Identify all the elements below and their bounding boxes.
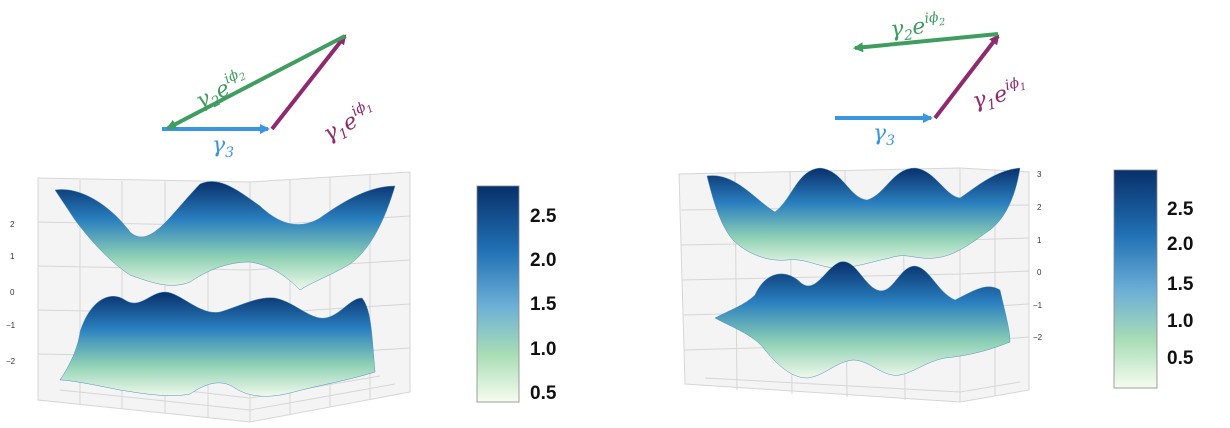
colorbar-tick: 1.5 [1167, 274, 1194, 295]
z-tick: 1 [1037, 236, 1042, 245]
gamma3-label: γ3 [873, 121, 895, 149]
colorbar-tick: 1.0 [1167, 311, 1193, 332]
colorbar-tick: 2.0 [530, 250, 556, 271]
gamma1-arrow [933, 34, 1000, 120]
colorbar-tick: 1.0 [530, 339, 556, 360]
z-tick: 2 [10, 220, 15, 229]
z-tick: −1 [1033, 301, 1043, 310]
colorbar-tick: 2.0 [1167, 234, 1193, 255]
z-tick: 1 [10, 252, 15, 261]
gamma2-arrow [166, 34, 346, 130]
z-tick: −2 [6, 357, 16, 366]
z-tick: 2 [1037, 203, 1042, 212]
colorbar [1113, 169, 1158, 389]
z-tick: −2 [1033, 333, 1043, 342]
z-tick: 0 [10, 288, 15, 297]
z-tick: −1 [6, 321, 16, 330]
colorbar-ticks: 2.5 2.0 1.5 1.0 0.5 [530, 206, 557, 404]
gamma1-label: γ1eiϕ1 [318, 96, 382, 149]
right-panel: γ2eiϕ2 γ1eiϕ1 γ3 3 2 1 0 −1 [615, 0, 1230, 428]
gamma1-label: γ1eiϕ1 [969, 74, 1030, 118]
colorbar-tick: 1.5 [530, 294, 557, 315]
colorbar-ticks: 2.5 2.0 1.5 1.0 0.5 [1167, 199, 1194, 369]
upper-band-surface [54, 181, 396, 291]
z-tick: 3 [1037, 170, 1042, 179]
lower-band-surface [714, 261, 1011, 379]
left-diagram: γ2eiϕ2 γ1eiϕ1 γ3 2 1 0 −1 [6, 34, 557, 423]
left-panel: γ2eiϕ2 γ1eiϕ1 γ3 2 1 0 −1 [6, 34, 557, 423]
gamma1-arrow [270, 34, 347, 131]
colorbar-tick: 0.5 [1167, 348, 1194, 369]
colorbar [476, 185, 520, 403]
gamma3-label: γ3 [212, 133, 234, 161]
z-axis-ticks: 3 2 1 0 −1 −2 [1033, 170, 1043, 342]
gamma2-arrow [853, 32, 999, 53]
lower-band-surface [59, 291, 376, 397]
colorbar-tick: 2.5 [530, 206, 557, 227]
colorbar-tick: 0.5 [530, 383, 557, 404]
colorbar-tick: 2.5 [1167, 199, 1194, 220]
z-tick: 0 [1037, 268, 1042, 277]
upper-band-surface [706, 167, 1021, 269]
z-axis-ticks: 2 1 0 −1 −2 [6, 220, 16, 366]
right-diagram: γ2eiϕ2 γ1eiϕ1 γ3 3 2 1 0 −1 [678, 9, 1194, 403]
gamma2-label: γ2eiϕ2 [889, 9, 947, 46]
